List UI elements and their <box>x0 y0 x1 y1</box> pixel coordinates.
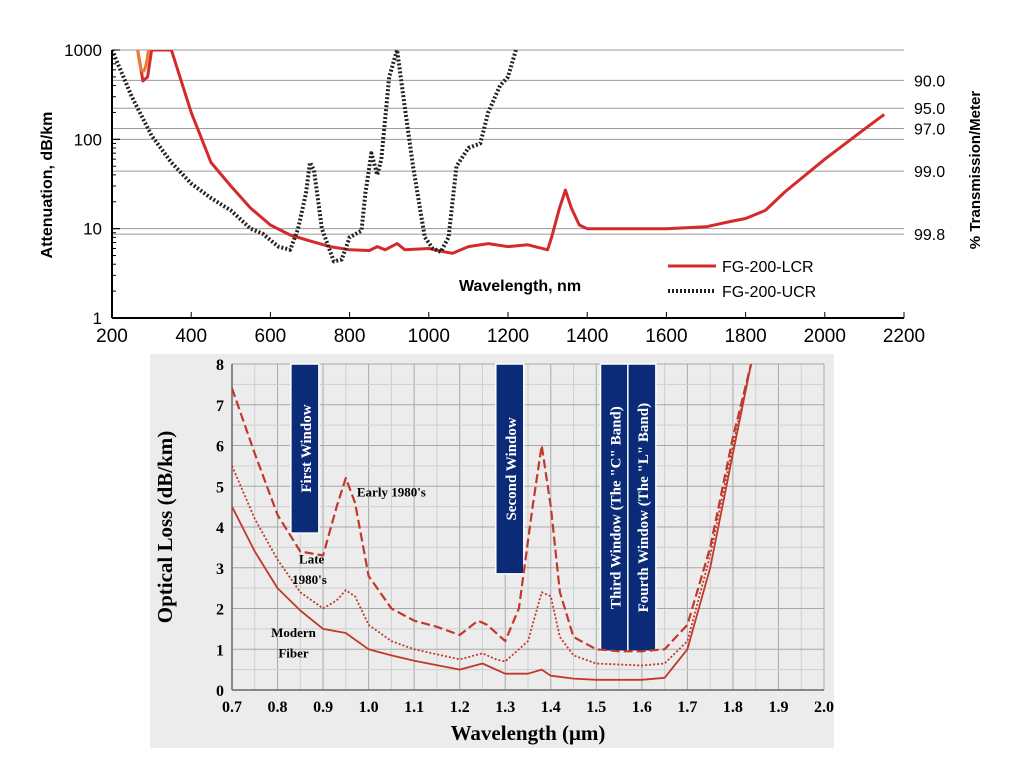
top-y-tick-label: 1 <box>93 309 102 328</box>
top-x-tick-label: 2000 <box>804 326 846 347</box>
top-legend: FG-200-LCR FG-200-UCR <box>668 259 816 301</box>
bottom-x-tick-label: 1.5 <box>586 699 606 716</box>
top-y-axis-label: Attenuation, dB/km <box>39 112 56 259</box>
top-axis-lines <box>111 49 905 319</box>
bottom-x-tick-label: 1.3 <box>495 699 515 716</box>
top-right-tick-labels: 90.0 95.0 97.0 99.0 99.8 <box>914 73 945 244</box>
window-band-3: Third Window (The "C" Band) <box>599 363 630 653</box>
bottom-chart-background <box>150 354 834 748</box>
bottom-x-tick-label: 0.8 <box>268 699 288 716</box>
top-x-tick-label: 1800 <box>724 326 766 347</box>
bottom-y-tick-label: 0 <box>216 683 224 700</box>
window-band-bar <box>495 363 525 575</box>
top-x-tick-label: 1600 <box>645 326 687 347</box>
top-series-line-ucr <box>112 50 518 264</box>
curve-annotation: 1980's <box>292 572 327 587</box>
bottom-y-tick-label: 4 <box>216 520 224 537</box>
top-x-tick-label: 1200 <box>487 326 529 347</box>
attenuation-chart: 200 400 600 800 1000 1200 1400 1600 1800 2000 2200… <box>39 41 984 347</box>
top-x-tick-label: 200 <box>96 326 128 347</box>
top-right-tick-label: 97.0 <box>914 122 945 139</box>
window-band-label: First Window <box>299 404 315 492</box>
top-y-tick-labels: 1 10 100 1000 <box>64 41 102 328</box>
curve-annotation: Early 1980's <box>357 484 426 499</box>
bottom-y-tick-labels: 0 1 2 3 4 5 6 7 8 <box>216 357 224 700</box>
window-band-label: Fourth Window (The "L" Band) <box>636 403 652 613</box>
bottom-x-tick-label: 1.8 <box>723 699 743 716</box>
bottom-x-tick-label: 1.2 <box>450 699 470 716</box>
bottom-x-tick-label: 1.9 <box>768 699 788 716</box>
curve-annotation: Late <box>299 552 325 567</box>
optical-loss-chart: First Window Second Window Third Window (T… <box>150 354 834 748</box>
bottom-series-line-late-1980s <box>232 364 752 667</box>
bottom-y-tick-label: 7 <box>216 398 224 415</box>
bottom-x-tick-label: 1.6 <box>632 699 652 716</box>
bottom-x-tick-label: 1.1 <box>404 699 424 716</box>
window-band-2: Second Window <box>495 363 525 575</box>
curve-annotation: Fiber <box>278 645 309 660</box>
bottom-y-tick-label: 8 <box>216 357 224 374</box>
top-x-tick-label: 600 <box>255 326 287 347</box>
top-series-lcr-start-segment <box>136 50 150 74</box>
bottom-x-tick-label: 2.0 <box>814 699 834 716</box>
window-band-bar <box>290 363 320 534</box>
legend-label-lcr: FG-200-LCR <box>722 259 814 276</box>
bottom-x-tick-label: 1.4 <box>541 699 561 716</box>
top-right-tick-label: 90.0 <box>914 73 945 90</box>
bottom-series-line-early-1980s <box>232 364 753 653</box>
top-series-group <box>112 50 886 264</box>
bottom-x-tick-label: 1.7 <box>677 699 697 716</box>
bottom-x-tick-labels: 0.7 0.8 0.9 1.0 1.1 1.2 1.3 1.4 1.5 1.6 1.7 1.8 1.9 2… <box>222 699 834 716</box>
top-x-tick-label: 2200 <box>883 326 925 347</box>
bottom-x-tick-label: 1.0 <box>359 699 379 716</box>
window-band-label: Third Window (The "C" Band) <box>609 406 625 609</box>
top-right-tick-label: 95.0 <box>914 101 945 118</box>
legend-label-ucr: FG-200-UCR <box>722 284 816 301</box>
top-x-tick-label: 1400 <box>566 326 608 347</box>
top-y2-axis-label: % Transmission/Meter <box>967 91 984 250</box>
bottom-y-tick-label: 1 <box>216 642 224 659</box>
top-gridlines <box>112 49 904 235</box>
bottom-y-tick-label: 3 <box>216 561 224 578</box>
bottom-x-tick-label: 0.7 <box>222 699 242 716</box>
window-band-label: Second Window <box>504 417 520 520</box>
bottom-y-tick-label: 2 <box>216 602 224 619</box>
bottom-y-tick-label: 6 <box>216 439 224 456</box>
top-right-tick-label: 99.8 <box>914 227 945 244</box>
top-x-tick-label: 400 <box>175 326 207 347</box>
top-x-tick-label: 1000 <box>408 326 450 347</box>
bottom-x-axis-label: Wavelength (μm) <box>451 721 606 745</box>
bottom-series-group <box>232 364 753 681</box>
bottom-x-tick-label: 0.9 <box>313 699 333 716</box>
top-right-tick-label: 99.0 <box>914 164 945 181</box>
top-y-tick-label: 1000 <box>64 41 102 60</box>
window-band-bar <box>599 363 630 653</box>
curve-annotation: Modern <box>271 625 317 640</box>
bottom-y-axis-label: Optical Loss (dB/km) <box>153 431 177 624</box>
top-y-tick-label: 100 <box>74 130 102 149</box>
bottom-y-tick-label: 5 <box>216 479 224 496</box>
window-band-4: Fourth Window (The "L" Band) <box>627 363 657 653</box>
bottom-gridlines <box>231 363 825 691</box>
window-band-1: First Window <box>290 363 320 534</box>
top-x-axis-label: Wavelength, nm <box>459 278 581 295</box>
top-y-tick-label: 10 <box>83 220 102 239</box>
top-series-line-lcr <box>136 50 886 255</box>
bottom-curve-annotations: Early 1980's Late 1980's Modern Fiber <box>271 484 426 660</box>
bottom-series-line-modern-fiber <box>232 364 752 681</box>
top-x-tick-labels: 200 400 600 800 1000 1200 1400 1600 1800 2000 2200 <box>96 326 925 347</box>
top-x-tick-label: 800 <box>334 326 366 347</box>
